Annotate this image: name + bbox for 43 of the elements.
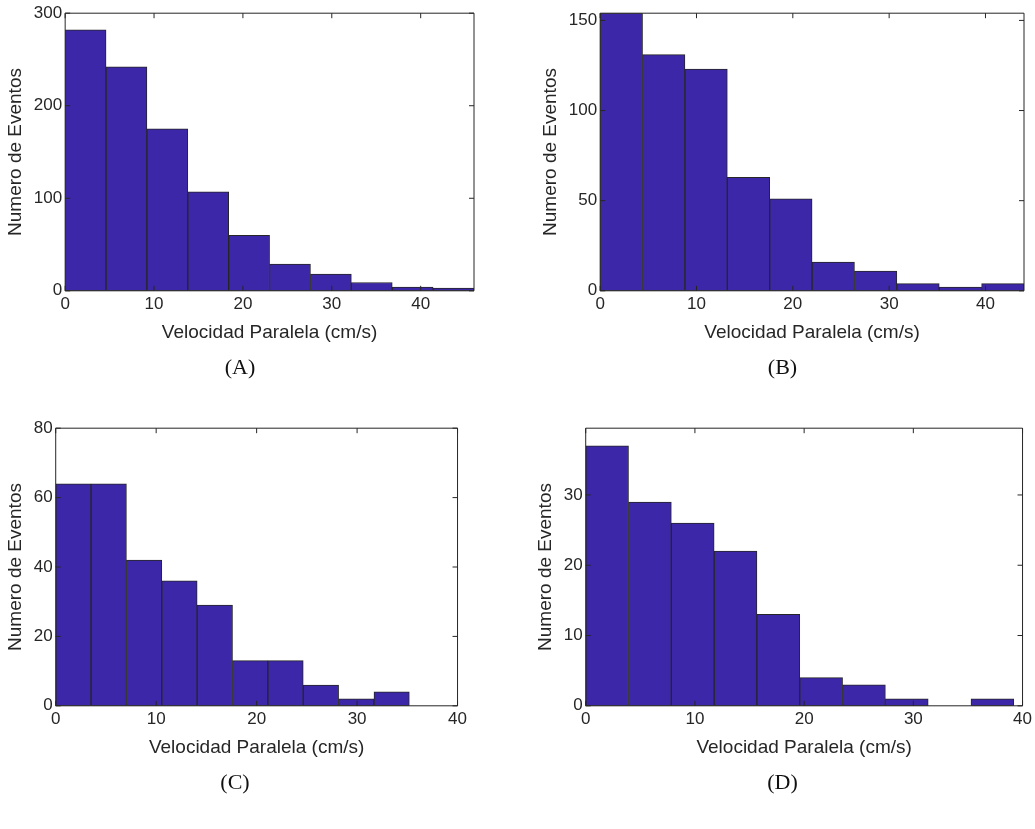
y-axis-title: Numero de Eventos	[533, 483, 555, 651]
x-tick-label: 10	[687, 293, 706, 313]
y-tick-label: 60	[33, 487, 53, 507]
x-axis-title: Velocidad Paralela (cm/s)	[696, 735, 912, 757]
y-axis-title: Numero de Eventos	[3, 68, 25, 236]
y-tick-label: 10	[563, 625, 583, 645]
y-tick-label: 100	[33, 187, 63, 207]
x-axis-title: Velocidad Paralela (cm/s)	[148, 735, 365, 757]
x-tick-label: 30	[879, 293, 899, 313]
text: (D)	[766, 769, 799, 795]
x-tick-label: 40	[976, 293, 995, 313]
y-tick-label: 300	[33, 2, 63, 22]
x-tick-label: 10	[685, 708, 705, 728]
x-tick-label: 30	[347, 708, 367, 728]
text: (C)	[219, 769, 251, 795]
y-tick-label: 20	[33, 626, 53, 646]
y-tick-label: 200	[33, 95, 63, 115]
x-tick-label: 10	[146, 708, 166, 728]
x-tick-label: 10	[144, 293, 164, 313]
x-tick-label: 40	[448, 708, 468, 728]
y-tick-label: 100	[568, 100, 598, 120]
x-axis-title: Velocidad Paralela (cm/s)	[161, 320, 378, 342]
y-axis-title: Numero de Eventos	[3, 483, 25, 651]
x-tick-label: 40	[1013, 708, 1033, 728]
y-axis-title: Numero de Eventos	[538, 68, 560, 236]
y-tick-label: 20	[563, 554, 583, 574]
x-tick-label: 20	[794, 708, 814, 728]
text: (B)	[766, 354, 799, 380]
x-axis-title: Velocidad Paralela (cm/s)	[704, 320, 920, 342]
y-tick-label: 80	[33, 417, 53, 437]
y-tick-label: 50	[578, 190, 598, 210]
y-tick-label: 0	[43, 695, 53, 715]
y-tick-label: 0	[573, 695, 583, 715]
x-tick-label: 30	[903, 708, 923, 728]
x-tick-label: 20	[783, 293, 803, 313]
x-tick-label: 20	[233, 293, 253, 313]
y-tick-label: 30	[563, 484, 583, 504]
x-tick-label: 20	[247, 708, 267, 728]
x-tick-label: 30	[322, 293, 342, 313]
text: (A)	[223, 354, 257, 380]
x-tick-label: 40	[411, 293, 431, 313]
y-tick-label: 150	[568, 10, 598, 30]
y-tick-label: 40	[33, 556, 53, 576]
